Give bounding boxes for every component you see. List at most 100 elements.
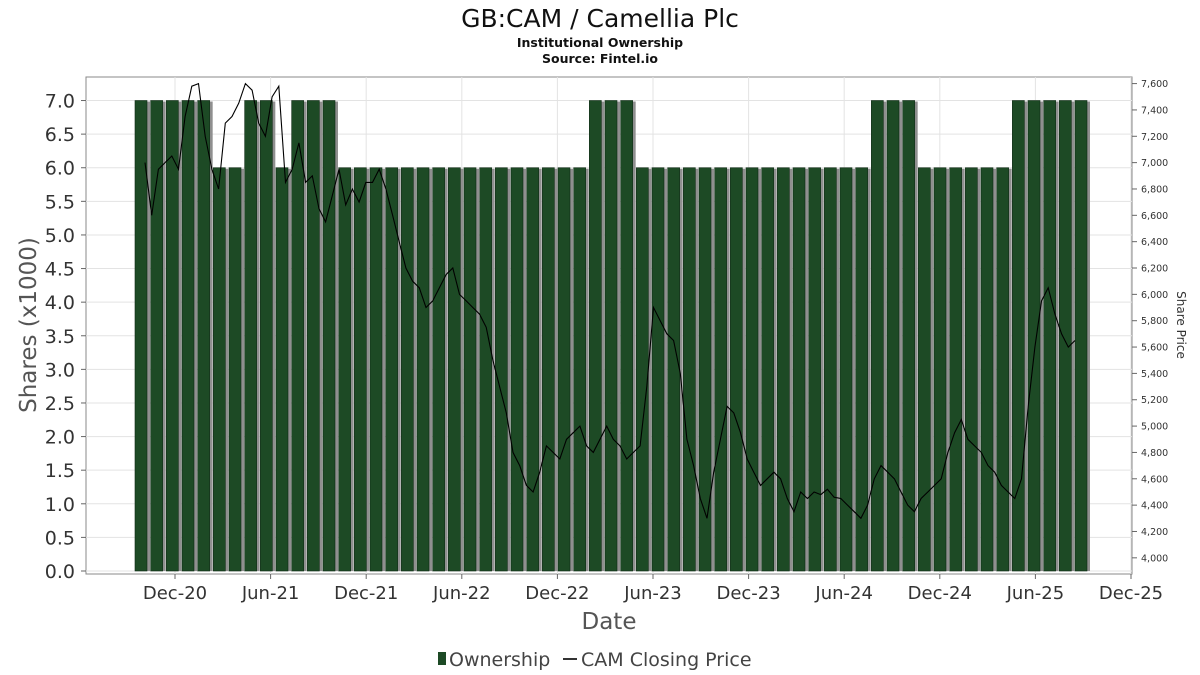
x-tick-label: Dec-20 — [143, 583, 207, 604]
ownership-bar — [354, 167, 367, 572]
ownership-bar — [1059, 100, 1072, 572]
x-tick-label: Dec-21 — [334, 583, 398, 604]
ownership-bar-shadow — [444, 168, 448, 572]
ownership-bar — [620, 100, 633, 572]
ownership-bar — [526, 167, 539, 572]
ownership-bar-shadow — [523, 168, 526, 572]
ownership-bar — [385, 167, 398, 572]
y-axis-left-label: Shares (x1000) — [16, 237, 42, 413]
y-right-tick-label: 4,000 — [1141, 553, 1168, 564]
y-left-tick-label: 2.0 — [45, 427, 75, 449]
ownership-bar-shadow — [225, 168, 229, 572]
y-right-tick-label: 4,600 — [1141, 474, 1168, 485]
ownership-bar-shadow — [413, 168, 417, 572]
ownership-bar — [228, 167, 242, 572]
y-right-tick-label: 7,600 — [1141, 79, 1168, 90]
ownership-bar-shadow — [789, 168, 793, 572]
ownership-bar — [933, 167, 947, 572]
ownership-bar-shadow — [460, 168, 464, 572]
ownership-bar-shadow — [993, 168, 996, 572]
ownership-bar — [307, 100, 320, 572]
y-left-tick-label: 1.5 — [45, 460, 75, 482]
ownership-bar — [871, 100, 884, 572]
ownership-bar-shadow — [930, 168, 934, 572]
price-line — [144, 82, 1076, 520]
y-right-tick-label: 6,600 — [1141, 211, 1168, 222]
ownership-bar-shadow — [491, 168, 495, 572]
x-tick-label: Dec-25 — [1099, 583, 1163, 604]
y-left-tick-label: 3.5 — [45, 326, 75, 348]
y-right-tick-label: 7,000 — [1141, 158, 1168, 169]
ownership-bar — [636, 167, 649, 572]
legend-ownership-swatch — [438, 652, 446, 665]
chart-subtitle-2: Source: Fintel.io — [542, 51, 658, 66]
price-line-layer — [144, 82, 1076, 520]
ownership-bar-shadow — [256, 101, 260, 572]
ownership-bar-shadow — [758, 168, 761, 572]
ownership-bar-shadow — [476, 168, 479, 572]
y-axis-right: 4,000 4,200 4,400 4,600 4,800 5,000 5,200 5,400… — [1132, 79, 1168, 564]
y-axis-right-label: Share Price — [1174, 291, 1188, 359]
ownership-bar-shadow — [679, 168, 683, 572]
y-right-tick-label: 5,600 — [1141, 343, 1168, 354]
y-right-tick-label: 5,000 — [1141, 422, 1168, 433]
x-tick-label: Jun-24 — [814, 583, 873, 604]
y-left-tick-label: 5.0 — [45, 225, 75, 247]
y-right-tick-label: 6,200 — [1141, 264, 1168, 275]
ownership-bar — [401, 167, 414, 572]
ownership-bar-shadow — [1040, 101, 1043, 572]
x-tick-label: Dec-24 — [908, 583, 972, 604]
ownership-bar — [698, 167, 712, 572]
ownership-bar-shadow — [570, 168, 573, 572]
ownership-bar — [886, 100, 900, 572]
y-right-tick-label: 5,400 — [1141, 369, 1168, 380]
y-left-tick-label: 4.5 — [45, 259, 75, 281]
ownership-bar — [1027, 100, 1041, 572]
ownership-bar — [855, 167, 868, 572]
y-left-tick-label: 2.5 — [45, 393, 75, 415]
x-tick-label: Jun-23 — [623, 583, 682, 604]
ownership-bar-shadow — [946, 168, 949, 572]
y-left-tick-label: 1.0 — [45, 494, 75, 516]
ownership-bar — [432, 167, 445, 572]
ownership-bar-shadow — [554, 168, 558, 572]
y-left-tick-label: 0.0 — [45, 561, 75, 583]
ownership-bar — [338, 167, 351, 572]
ownership-bar-shadow — [178, 101, 182, 572]
ownership-bar — [980, 167, 994, 572]
x-axis-label: Date — [582, 609, 637, 635]
ownership-bar — [777, 167, 790, 572]
y-right-tick-label: 4,200 — [1141, 527, 1168, 538]
ownership-bar-shadow — [147, 101, 150, 572]
y-right-tick-label: 6,400 — [1141, 237, 1168, 248]
ownership-bar — [573, 167, 586, 572]
ownership-bar — [949, 167, 962, 572]
ownership-bar-shadow — [1087, 101, 1090, 572]
ownership-bar — [824, 167, 837, 572]
ownership-bar — [589, 100, 602, 572]
ownership-bar — [902, 100, 915, 572]
y-left-tick-label: 5.5 — [45, 191, 75, 213]
ownership-bar-shadow — [742, 168, 746, 572]
x-tick-label: Jun-21 — [241, 583, 300, 604]
ownership-bar-shadow — [977, 168, 981, 572]
y-left-tick-label: 7.0 — [45, 91, 75, 113]
y-left-tick-label: 3.0 — [45, 359, 75, 381]
ownership-bar — [808, 167, 821, 572]
ownership-bar-shadow — [585, 168, 589, 572]
ownership-bar-shadow — [1024, 101, 1028, 572]
legend-price-label: CAM Closing Price — [581, 649, 752, 671]
ownership-bar-shadow — [695, 168, 699, 572]
ownership-bar-shadow — [350, 168, 354, 572]
ownership-bar-shadow — [319, 101, 323, 572]
ownership-bar — [1043, 100, 1056, 572]
ownership-bar-shadow — [726, 168, 730, 572]
ownership-bar-shadow — [429, 168, 432, 572]
ownership-bar — [667, 167, 680, 572]
ownership-bar-shadow — [241, 168, 244, 572]
ownership-bar-shadow — [805, 168, 808, 572]
ownership-bar — [213, 167, 226, 572]
ownership-bar-shadow — [303, 101, 307, 572]
ownership-bar — [291, 100, 304, 572]
